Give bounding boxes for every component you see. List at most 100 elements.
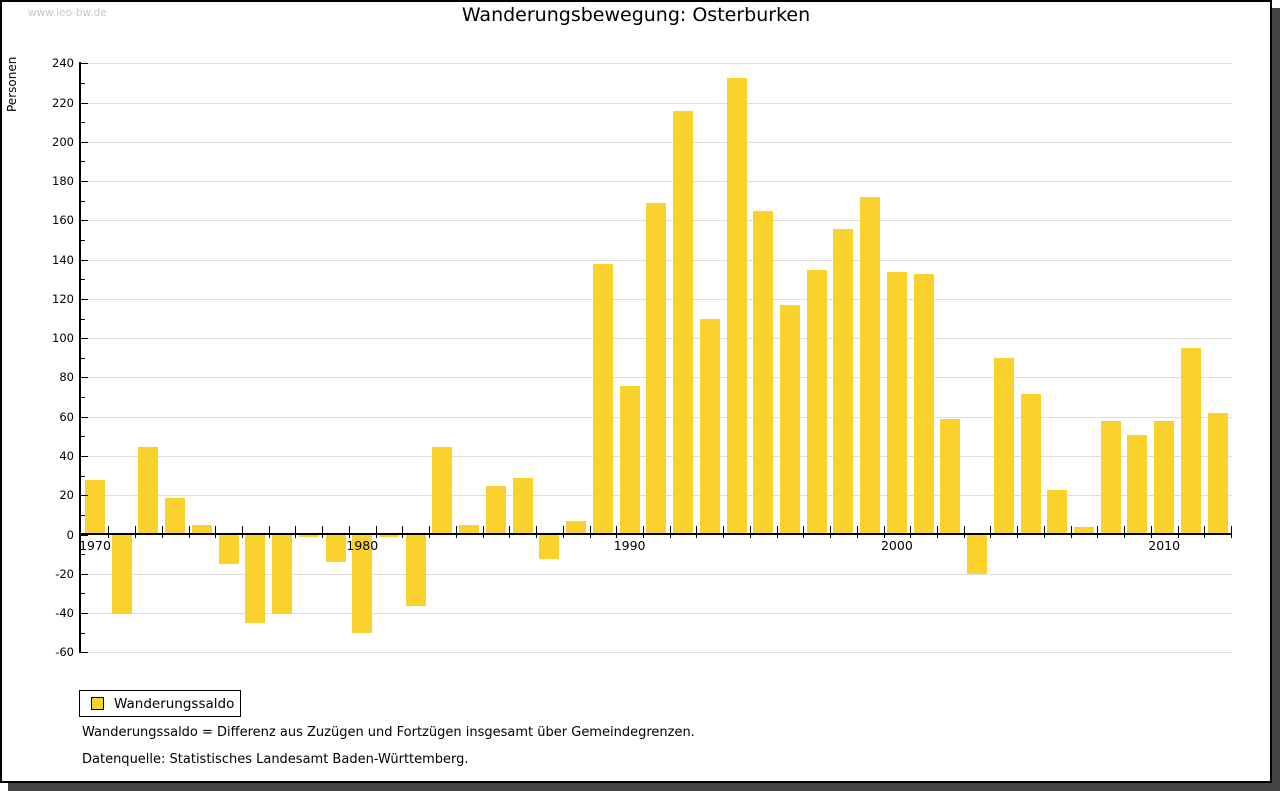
y-axis-tick	[81, 613, 88, 615]
y-tick-label: 220	[52, 95, 74, 110]
y-tick-label: 140	[52, 252, 74, 267]
y-axis-tick	[81, 279, 85, 281]
bar-1994	[726, 77, 747, 533]
legend-label: Wanderungssaldo	[114, 695, 235, 712]
bar-1978	[298, 535, 319, 537]
x-tick-label-1990: 1990	[613, 537, 646, 553]
x-axis-tick	[936, 525, 938, 538]
plot-area: -60 -40 -20 0 20 40 60 80 100 120 140 160 180 200 220 2…	[2, 2, 1270, 781]
x-axis-tick	[455, 525, 457, 538]
bar-2009	[1127, 434, 1148, 533]
y-axis-line	[79, 62, 81, 654]
legend: Wanderungssaldo	[79, 690, 241, 717]
x-axis-tick	[1097, 525, 1099, 538]
x-axis-tick	[1150, 525, 1152, 538]
y-axis-tick	[81, 475, 85, 477]
gridline	[81, 613, 1232, 615]
bar-2001	[913, 273, 934, 533]
y-axis-tick	[81, 181, 88, 183]
bar-1973	[165, 497, 186, 533]
bar-2011	[1180, 348, 1201, 533]
x-axis-tick	[242, 525, 243, 538]
bar-2003	[967, 535, 988, 575]
x-axis-tick	[963, 525, 965, 538]
legend-swatch-icon	[91, 697, 104, 710]
bar-1975	[218, 535, 239, 565]
y-axis-tick	[81, 554, 85, 556]
bar-2012	[1207, 413, 1228, 533]
gridline	[81, 141, 1232, 143]
gridline	[81, 652, 1232, 654]
y-axis-tick	[81, 240, 85, 241]
x-axis-tick	[108, 525, 110, 538]
x-axis-tick	[803, 525, 805, 538]
bar-2000	[886, 271, 907, 533]
y-axis-tick	[81, 436, 85, 438]
bar-2002	[940, 419, 961, 533]
bar-1990	[619, 385, 640, 533]
bar-1989	[592, 264, 613, 533]
x-axis-tick	[883, 525, 885, 538]
y-tick-label: 60	[59, 409, 74, 424]
x-axis-tick	[856, 525, 858, 538]
bar-2005	[1020, 393, 1041, 533]
x-axis-tick	[322, 525, 324, 538]
footnote-source: Datenquelle: Statistisches Landesamt Bad…	[82, 752, 469, 767]
y-axis-tick	[81, 82, 85, 84]
bar-1992	[673, 110, 694, 533]
bar-2010	[1154, 421, 1175, 533]
x-axis-tick	[375, 525, 377, 538]
bar-1988	[566, 521, 587, 533]
x-axis-tick	[135, 525, 137, 538]
bar-1993	[699, 319, 720, 533]
bar-1977	[272, 535, 293, 614]
y-axis-tick	[81, 298, 88, 300]
x-axis-tick	[402, 525, 404, 538]
page-title: Wanderungsbewegung: Osterburken	[461, 4, 811, 26]
gridline	[81, 181, 1232, 183]
x-axis-tick	[669, 525, 671, 538]
x-axis-tick	[161, 525, 163, 538]
x-axis-tick	[776, 525, 778, 538]
bar-2004	[993, 358, 1014, 533]
bar-2008	[1100, 421, 1121, 533]
y-axis-tick	[81, 357, 85, 359]
bar-1984	[459, 525, 480, 533]
bar-1996	[779, 305, 800, 533]
y-tick-label: 120	[52, 291, 74, 306]
x-axis-tick	[830, 525, 832, 538]
y-axis-tick	[81, 495, 88, 497]
y-axis-tick	[81, 573, 88, 575]
x-axis-tick	[696, 525, 698, 538]
watermark: www.leo-bw.de	[28, 7, 107, 19]
bar-1979	[325, 535, 346, 563]
bar-1987	[539, 535, 560, 559]
y-axis-tick	[81, 102, 88, 104]
y-axis-tick	[81, 200, 85, 202]
y-axis-tick	[81, 122, 85, 124]
y-axis-tick	[81, 593, 85, 595]
gridline	[81, 102, 1232, 104]
bar-1982	[405, 535, 426, 606]
bar-1980	[352, 535, 373, 634]
y-axis-tick	[81, 534, 88, 536]
x-axis-tick	[616, 525, 618, 538]
y-tick-label: -40	[55, 606, 74, 621]
x-axis-tick	[749, 525, 751, 538]
x-axis-tick	[723, 525, 725, 538]
x-tick-label-1970: 1970	[79, 537, 111, 553]
bar-1991	[646, 203, 667, 533]
y-tick-label: 20	[59, 488, 74, 503]
bar-1970	[85, 479, 105, 533]
bar-1995	[753, 211, 774, 533]
x-tick-label-1980: 1980	[346, 537, 379, 553]
y-axis-tick	[81, 652, 88, 654]
x-axis-tick	[1043, 525, 1045, 538]
y-tick-label: 80	[59, 370, 74, 385]
x-axis-tick	[482, 525, 484, 538]
y-axis-tick	[81, 141, 88, 143]
x-axis-tick	[562, 525, 564, 538]
bar-1986	[512, 478, 533, 533]
y-tick-label: -60	[55, 645, 74, 660]
